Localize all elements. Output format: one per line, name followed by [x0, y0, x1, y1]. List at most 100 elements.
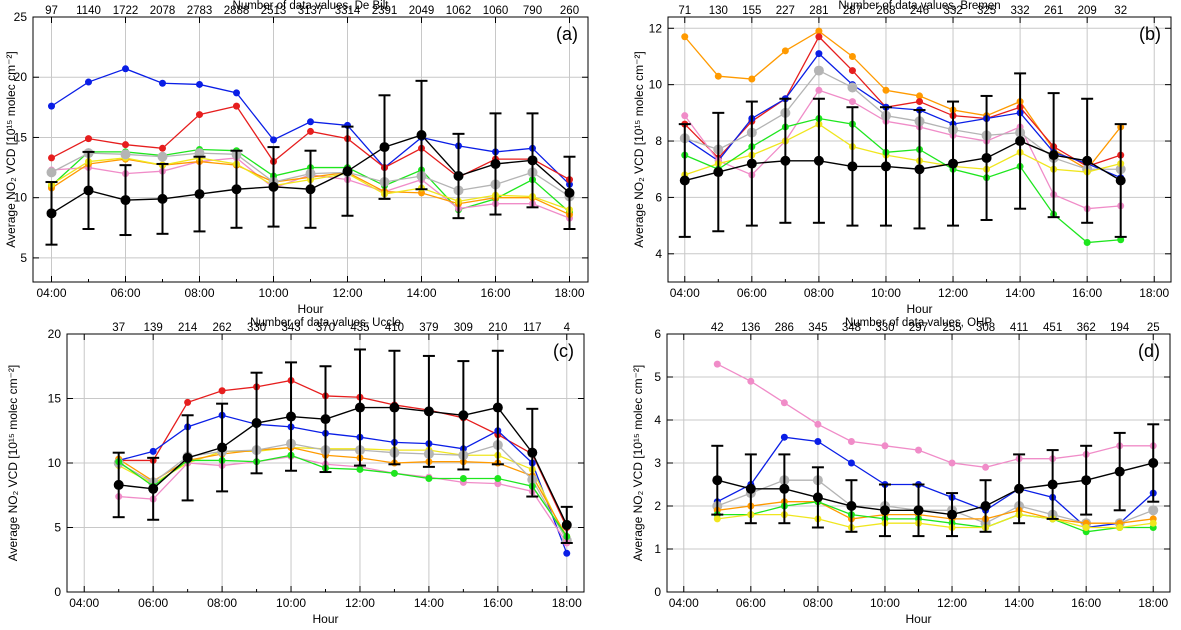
data-point [881, 442, 889, 450]
data-point [779, 483, 790, 494]
data-point [120, 195, 131, 206]
panel-b: 04:00 06:00 08:00 10:00 12:00 14:00 16:00 18:00… [632, 0, 1172, 316]
x-tick-label: 18:00 [552, 596, 582, 610]
top-count-label: 2391 [372, 5, 398, 17]
data-point [815, 86, 823, 94]
x-tick-label: 06:00 [737, 286, 767, 300]
data-point [848, 67, 856, 75]
x-axis-label: Hour [312, 612, 338, 625]
top-count-label: 2078 [150, 5, 176, 17]
data-point [748, 75, 756, 83]
top-count-label: 209 [1078, 5, 1097, 17]
x-tick-label: 06:00 [110, 286, 140, 300]
top-count-label: 287 [843, 5, 862, 17]
data-point [780, 433, 788, 441]
y-tick-label: 15 [48, 392, 62, 406]
data-point [122, 141, 129, 149]
y-tick-label: 10 [649, 78, 663, 92]
x-tick-label: 12:00 [332, 286, 362, 300]
data-point [149, 447, 157, 455]
data-point [354, 402, 365, 413]
data-point [947, 509, 958, 520]
data-point [527, 447, 538, 458]
data-point [745, 483, 756, 494]
top-count-label: 1140 [76, 5, 101, 17]
data-point [494, 474, 502, 482]
x-tick-label: 16:00 [1071, 596, 1101, 610]
y-tick-label: 2 [654, 499, 661, 513]
top-count-label: 255 [942, 322, 961, 334]
data-point [746, 158, 757, 169]
top-count-label: 246 [910, 5, 929, 17]
data-point [458, 410, 469, 421]
data-point [880, 161, 891, 172]
data-point [194, 189, 205, 200]
data-point [780, 155, 791, 166]
y-axis-label: Average NO₂ VCD [10¹⁵ molec cm⁻²] [6, 365, 20, 561]
data-point [492, 402, 503, 413]
x-tick-label: 12:00 [938, 286, 968, 300]
data-point [305, 184, 316, 195]
data-point [813, 65, 824, 76]
data-point [233, 89, 240, 97]
y-tick-label: 5 [20, 251, 27, 265]
panel-label: (a) [556, 24, 578, 44]
data-point [342, 166, 353, 177]
x-tick-label: 14:00 [1005, 286, 1035, 300]
data-point [490, 158, 501, 169]
series-2 [712, 475, 1159, 529]
data-point [1082, 155, 1093, 166]
series-6 [115, 451, 571, 541]
x-tick-label: 16:00 [480, 286, 510, 300]
x-axis-label: Hour [906, 302, 932, 316]
data-point [1082, 524, 1090, 531]
x-tick-label: 08:00 [184, 286, 214, 300]
data-point [713, 167, 724, 178]
data-point [231, 184, 242, 195]
data-point [423, 406, 434, 417]
top-count-label: 2783 [187, 5, 213, 17]
panel-label: (d) [1138, 341, 1160, 361]
y-tick-label: 1 [654, 542, 661, 556]
y-tick-label: 12 [649, 21, 663, 35]
data-point [120, 149, 131, 160]
data-point [815, 27, 823, 35]
series-0 [713, 360, 1157, 471]
data-point [356, 465, 364, 473]
top-count-label: 297 [909, 322, 928, 334]
top-count-label: 362 [1077, 322, 1096, 334]
y-axis-label: Average NO₂ VCD [10¹⁵ molec cm⁻²] [4, 51, 18, 247]
x-tick-label: 16:00 [1072, 286, 1102, 300]
data-point [390, 469, 398, 477]
data-point [217, 442, 228, 453]
x-tick-label: 04:00 [69, 596, 99, 610]
plot-frame [32, 16, 589, 283]
data-point [233, 102, 240, 110]
top-count-label: 1722 [113, 5, 139, 17]
data-point [847, 438, 855, 445]
y-tick-label: 4 [655, 247, 662, 261]
top-count-label: 42 [711, 322, 724, 334]
top-count-label: 286 [775, 322, 794, 334]
data-point [848, 52, 856, 60]
data-point [847, 82, 858, 93]
data-point [681, 33, 689, 41]
data-point [848, 98, 856, 106]
series-line [717, 501, 1154, 524]
data-point [251, 418, 262, 429]
y-tick-label: 25 [14, 10, 28, 24]
data-point [1114, 466, 1125, 477]
top-count-label: 71 [678, 5, 691, 17]
x-tick-label: 12:00 [345, 596, 375, 610]
data-point [148, 483, 159, 494]
x-tick-label: 12:00 [937, 596, 967, 610]
y-tick-label: 15 [14, 130, 28, 144]
x-tick-label: 04:00 [670, 286, 700, 300]
series-line [684, 117, 1121, 244]
panel-d: 04:00 06:00 08:00 10:00 12:00 14:00 16:00 18:00… [631, 317, 1171, 626]
data-point [1116, 524, 1124, 531]
y-tick-label: 3 [654, 456, 661, 470]
data-point [747, 377, 755, 385]
data-point [320, 414, 331, 425]
data-point [307, 118, 314, 126]
